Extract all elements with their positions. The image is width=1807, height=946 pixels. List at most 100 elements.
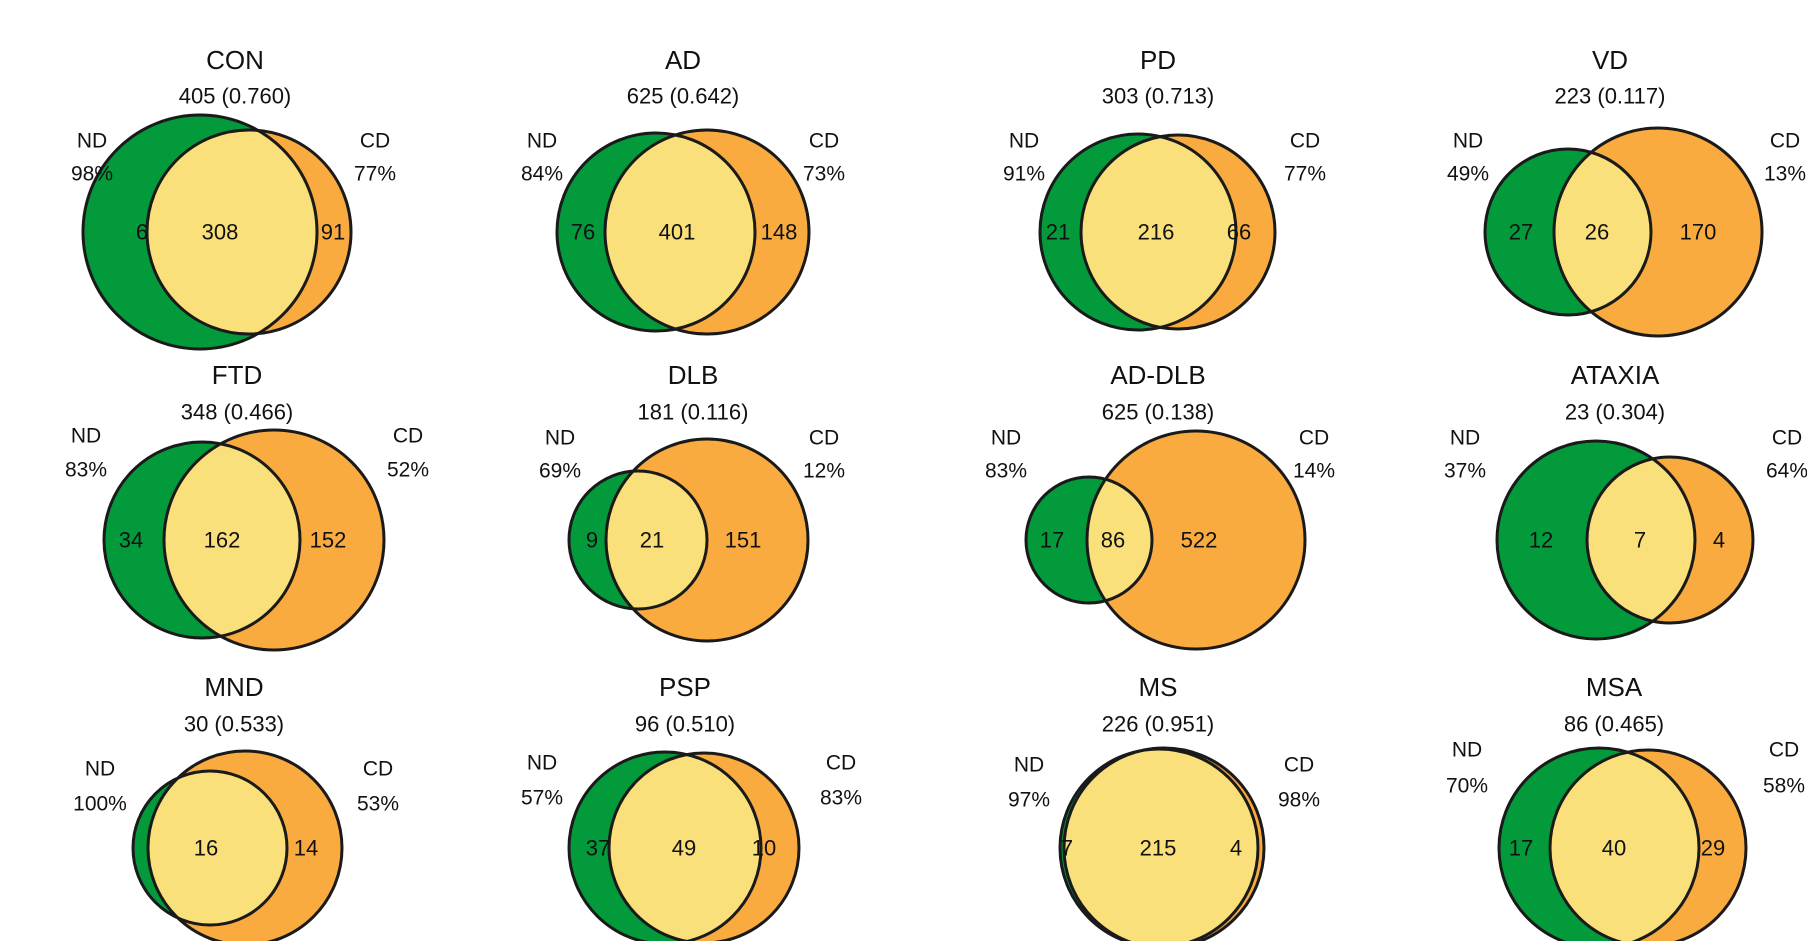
nd-percent: 84% <box>521 163 563 186</box>
cd-circle-outline <box>1552 126 1764 338</box>
cd-label: CD <box>393 425 423 448</box>
panel-title: FTD <box>212 360 263 390</box>
panel-subtitle: 348 (0.466) <box>181 400 294 425</box>
cd-label: CD <box>809 427 839 450</box>
cd-circle-outline <box>1585 455 1755 625</box>
cd-percent: 73% <box>803 163 845 186</box>
overlap-region <box>164 442 300 638</box>
nd-percent: 98% <box>71 163 113 186</box>
cd-only-count: 4 <box>1230 836 1242 861</box>
panel-subtitle: 96 (0.510) <box>635 712 735 737</box>
panel-subtitle: 226 (0.951) <box>1102 712 1215 737</box>
panel-title: PD <box>1140 45 1176 75</box>
overlap-count: 40 <box>1602 836 1626 861</box>
cd-circle-outline <box>1548 748 1748 946</box>
nd-circle-outline <box>102 440 302 640</box>
nd-label: ND <box>1453 130 1483 153</box>
nd-percent: 83% <box>985 460 1027 483</box>
cd-only-count: 170 <box>1680 220 1717 245</box>
nd-circle-outline <box>1495 439 1697 641</box>
overlap-region <box>147 130 317 334</box>
overlap-count: 162 <box>204 528 241 553</box>
panel-title: AD <box>665 45 701 75</box>
nd-percent: 49% <box>1447 163 1489 186</box>
nd-only-count: 6 <box>136 220 148 245</box>
cd-percent: 64% <box>1766 460 1807 483</box>
cd-label: CD <box>1284 754 1314 777</box>
cd-label: CD <box>826 752 856 775</box>
nd-percent: 83% <box>65 459 107 482</box>
cd-only-count: 91 <box>321 220 345 245</box>
panel-subtitle: 86 (0.465) <box>1564 712 1664 737</box>
nd-label: ND <box>545 427 575 450</box>
overlap-count: 216 <box>1138 220 1175 245</box>
cd-circle-outline <box>1085 429 1307 651</box>
nd-label: ND <box>991 427 1021 450</box>
nd-circle-outline <box>1483 147 1653 317</box>
panel-subtitle: 625 (0.138) <box>1102 400 1215 425</box>
cd-percent: 77% <box>354 163 396 186</box>
nd-only-count: 27 <box>1509 220 1533 245</box>
cd-percent: 83% <box>820 787 862 810</box>
venn-panel-psp: PSP 96 (0.510) ND 57% CD 83% 37 49 10 <box>521 672 862 946</box>
panel-title: MS <box>1139 672 1178 702</box>
cd-label: CD <box>1770 130 1800 153</box>
panel-subtitle: 223 (0.117) <box>1555 84 1666 109</box>
nd-only-count: 12 <box>1529 528 1553 553</box>
panel-title: CON <box>206 45 264 75</box>
nd-only-count: 21 <box>1046 220 1070 245</box>
cd-percent: 77% <box>1284 163 1326 186</box>
overlap-count: 215 <box>1140 836 1177 861</box>
panel-subtitle: 23 (0.304) <box>1565 400 1665 425</box>
panel-subtitle: 625 (0.642) <box>627 84 740 109</box>
venn-panel-con: CON 405 (0.760) ND 98% CD 77% 6 308 91 <box>71 45 396 351</box>
cd-circle-outline <box>162 428 386 652</box>
venn-panel-msa: MSA 86 (0.465) ND 70% CD 58% 17 40 29 <box>1446 672 1805 946</box>
cd-label: CD <box>809 130 839 153</box>
nd-circle-outline <box>131 769 289 927</box>
nd-label: ND <box>71 425 101 448</box>
nd-only-count: 37 <box>586 836 610 861</box>
cd-circle <box>1087 431 1305 649</box>
panel-title: ATAXIA <box>1571 360 1660 390</box>
nd-percent: 91% <box>1003 163 1045 186</box>
nd-circle-outline <box>1038 132 1238 332</box>
cd-label: CD <box>1772 427 1802 450</box>
nd-percent: 100% <box>73 793 127 816</box>
panel-title: MND <box>204 672 263 702</box>
cd-percent: 14% <box>1293 460 1335 483</box>
nd-percent: 57% <box>521 787 563 810</box>
cd-circle-outline <box>1079 133 1277 331</box>
nd-only-count: 9 <box>586 528 598 553</box>
nd-label: ND <box>77 130 107 153</box>
venn-panel-mnd: MND 30 (0.533) ND 100% CD 53% 16 14 <box>73 672 399 946</box>
overlap-count: 7 <box>1634 528 1646 553</box>
nd-percent: 37% <box>1444 460 1486 483</box>
overlap-region <box>1554 149 1651 315</box>
overlap-region <box>1587 457 1695 623</box>
cd-percent: 53% <box>357 793 399 816</box>
panel-subtitle: 405 (0.760) <box>179 84 292 109</box>
venn-panel-vd: VD 223 (0.117) ND 49% CD 13% 27 26 170 <box>1447 45 1806 338</box>
cd-label: CD <box>1769 739 1799 762</box>
nd-percent: 69% <box>539 460 581 483</box>
panel-title: MSA <box>1586 672 1643 702</box>
cd-only-count: 522 <box>1181 528 1218 553</box>
overlap-count: 26 <box>1585 220 1609 245</box>
cd-label: CD <box>360 130 390 153</box>
nd-only-count: 17 <box>1509 836 1533 861</box>
venn-panel-ad-dlb: AD-DLB 625 (0.138) ND 83% CD 14% 17 86 522 <box>985 360 1335 651</box>
panel-subtitle: 181 (0.116) <box>638 400 749 425</box>
cd-percent: 98% <box>1278 789 1320 812</box>
cd-percent: 13% <box>1764 163 1806 186</box>
nd-percent: 70% <box>1446 775 1488 798</box>
panel-subtitle: 303 (0.713) <box>1102 84 1215 109</box>
overlap-region <box>606 471 707 609</box>
cd-percent: 52% <box>387 459 429 482</box>
cd-label: CD <box>1299 427 1329 450</box>
nd-circle-outline <box>567 469 709 611</box>
panel-subtitle: 30 (0.533) <box>184 712 284 737</box>
cd-label: CD <box>1290 130 1320 153</box>
